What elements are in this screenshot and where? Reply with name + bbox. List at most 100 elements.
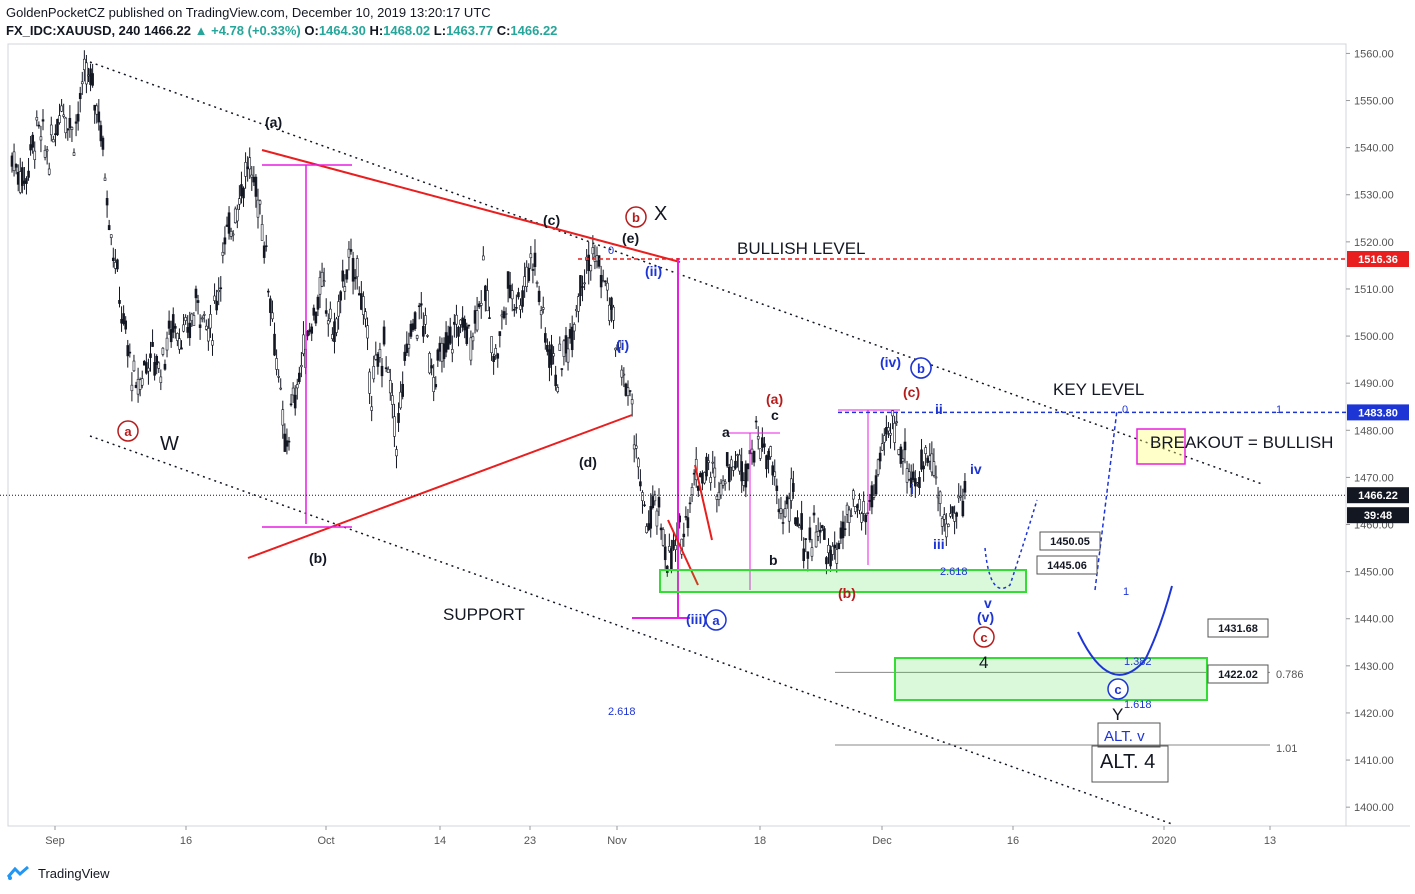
candle-body	[147, 367, 150, 372]
candle-body	[58, 115, 61, 123]
candle-body	[622, 373, 626, 376]
candle-body	[808, 527, 812, 541]
price-badge	[1347, 404, 1409, 421]
candle-body	[647, 523, 650, 531]
candle-body	[816, 530, 820, 537]
candle-body	[103, 177, 107, 181]
candle-body	[192, 315, 196, 326]
candle-body	[353, 276, 357, 280]
candle-body	[732, 466, 735, 471]
candle-body	[114, 262, 117, 269]
candle-body	[661, 529, 665, 546]
candle-body	[49, 124, 53, 136]
candle-body	[777, 509, 781, 513]
fib-label: 1	[1123, 586, 1129, 598]
close-label: C:	[496, 23, 511, 38]
candle-body	[200, 317, 204, 320]
candle-body	[796, 517, 799, 527]
candle-body	[85, 62, 88, 85]
candle-body	[97, 111, 101, 123]
candle-body	[564, 335, 568, 354]
candle-body	[792, 483, 795, 492]
candle-body	[244, 162, 247, 177]
candle-body	[535, 282, 539, 284]
candle-body	[554, 374, 557, 387]
candle-body	[523, 276, 526, 287]
candle-body	[484, 285, 487, 301]
candle-body	[223, 237, 227, 245]
candle-body	[947, 523, 950, 527]
candle-body	[157, 362, 161, 369]
y-tick-label: 1450.00	[1354, 567, 1394, 579]
footer: TradingView	[6, 862, 110, 884]
candle-body	[326, 320, 330, 325]
candle-body	[502, 311, 506, 319]
candle-body	[124, 320, 127, 330]
candle-body	[692, 472, 696, 475]
candle-body	[233, 208, 237, 224]
candle-body	[10, 155, 14, 167]
candle-body	[529, 253, 533, 259]
candle-body	[525, 266, 529, 287]
candle-body	[725, 452, 729, 467]
wave-label-blue: (v)	[977, 609, 994, 625]
wave-label-blue: ii	[935, 401, 943, 417]
price-badge-label: 1516.36	[1358, 254, 1398, 266]
y-tick-label: 1520.00	[1354, 237, 1394, 249]
candle-body	[479, 302, 483, 306]
candle-body	[942, 514, 946, 520]
candle-body	[903, 441, 907, 451]
circled-wave-marker	[625, 206, 647, 228]
candle-body	[794, 517, 797, 525]
candle-body	[862, 501, 865, 514]
candle-body	[341, 270, 345, 282]
symbol-name[interactable]: FX_IDC:XAUUSD, 240	[6, 23, 141, 38]
candle-body	[227, 212, 231, 234]
candle-body	[486, 290, 489, 312]
y-tick-label: 1500.00	[1354, 331, 1394, 343]
fib-label: 0.786	[1276, 669, 1304, 681]
candle-body	[378, 349, 382, 358]
candle-body	[254, 176, 258, 197]
candle-body	[382, 326, 386, 345]
candle-body	[610, 297, 613, 310]
y-tick-label: 1480.00	[1354, 425, 1394, 437]
candle-body	[207, 328, 210, 342]
candle-body	[434, 384, 438, 388]
wave-label-black: (c)	[543, 212, 560, 228]
candle-body	[492, 356, 495, 362]
candle-body	[556, 387, 560, 392]
candle-body	[612, 306, 615, 321]
price-chart[interactable]: 1400.00 1410.00 1420.00 1430.00 1440.00 1450.…	[0, 0, 1415, 858]
fib-label: 0	[1122, 404, 1128, 416]
candle-body	[440, 343, 444, 362]
candle-body	[267, 290, 270, 293]
tradingview-brand[interactable]: TradingView	[38, 865, 110, 881]
wave-label-red: (b)	[838, 585, 856, 601]
candle-body	[368, 371, 371, 394]
y-tick-label: 1530.00	[1354, 190, 1394, 202]
candle-body	[494, 348, 498, 356]
candle-body	[897, 449, 901, 455]
wave-label-blue: (iv)	[880, 354, 901, 370]
candle-body	[83, 58, 86, 70]
wave-label-blue: iii	[933, 536, 945, 552]
circled-wave-label: c	[980, 630, 987, 645]
y-tick-label: 1550.00	[1354, 96, 1394, 108]
tradingview-logo-icon[interactable]	[6, 865, 32, 881]
wave-label-black: (d)	[579, 454, 597, 470]
candle-body	[481, 255, 485, 261]
candle-body	[637, 458, 640, 468]
candle-body	[283, 433, 287, 452]
candle-body	[740, 461, 743, 482]
candle-body	[701, 472, 704, 484]
candle-body	[264, 245, 268, 248]
wave-label-black: (a)	[265, 114, 282, 130]
candle-body	[500, 314, 504, 317]
candle-body	[345, 269, 349, 280]
candle-body	[209, 314, 212, 329]
candle-body	[436, 349, 440, 361]
candle-body	[581, 286, 584, 288]
candle-body	[552, 353, 555, 357]
chart-header: GoldenPocketCZ published on TradingView.…	[6, 4, 557, 40]
